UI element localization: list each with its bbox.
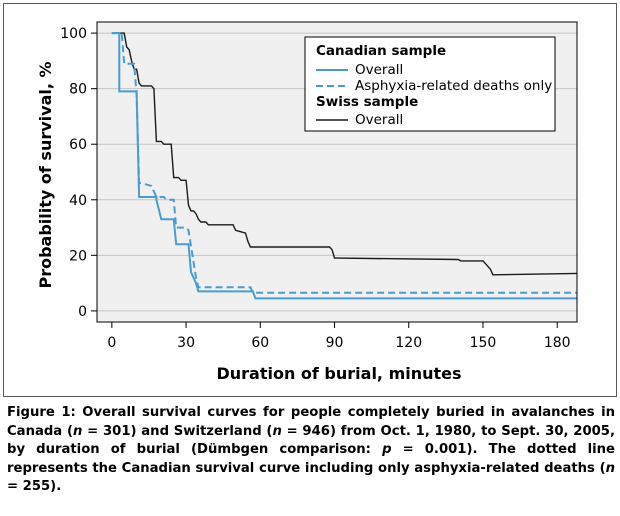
caption-segment: p <box>382 442 392 457</box>
figure-caption: Figure 1: Overall survival curves for pe… <box>7 404 615 497</box>
caption-segment: = 255). <box>7 479 62 494</box>
survival-chart: 0 20 40 60 80 100 0 30 60 90 120 150 180 Probability… <box>36 21 578 383</box>
y-tick-label: 80 <box>69 82 87 98</box>
caption-segment: n <box>605 460 615 476</box>
swiss-overall-line <box>111 32 578 276</box>
y-tick-label: 40 <box>69 193 87 209</box>
caption-segment: = 0.001). The dotted line represents the… <box>7 442 615 476</box>
caption-segment: n <box>73 423 83 439</box>
x-tick-label: 180 <box>544 335 571 351</box>
y-tick-label: 20 <box>69 248 87 264</box>
x-tick-label: 90 <box>326 335 344 351</box>
canadian-asphyxia-line <box>111 32 577 294</box>
y-tick-label: 100 <box>60 26 87 42</box>
legend: Canadian sample Overall Asphyxia-related… <box>304 36 556 132</box>
legend-canadian-overall: Overall <box>355 62 403 78</box>
canadian-overall-line <box>111 32 577 300</box>
x-tick-label: 0 <box>107 335 116 351</box>
caption-segment: = 946) from Oct. 1, 1980, to Sept. 30, 2… <box>7 423 615 458</box>
legend-swiss-overall: Overall <box>355 112 403 128</box>
x-tick-label: 30 <box>177 335 195 351</box>
legend-swiss-title: Swiss sample <box>316 94 418 110</box>
plot-border <box>96 21 578 323</box>
x-tick-label: 60 <box>251 335 269 351</box>
x-axis-title: Duration of burial, minutes <box>216 364 461 383</box>
legend-box <box>304 36 556 132</box>
caption-segment: n <box>272 423 282 439</box>
series-lines <box>111 32 578 300</box>
caption-segment: = 301) and Switzerland ( <box>82 423 273 439</box>
y-tick-label: 0 <box>78 304 87 320</box>
y-axis-title: Probability of survival, % <box>36 61 55 288</box>
legend-canadian-asphyxia: Asphyxia-related deaths only <box>355 78 552 94</box>
x-tick-label: 120 <box>395 335 422 351</box>
y-tick-label: 60 <box>69 137 87 153</box>
x-tick-label: 150 <box>470 335 497 351</box>
axis-ticks: 0 20 40 60 80 100 0 30 60 90 120 150 180 <box>60 26 570 351</box>
caption-segment: Figure 1: Overall survival curves for pe… <box>7 405 615 439</box>
legend-canadian-title: Canadian sample <box>316 43 446 59</box>
